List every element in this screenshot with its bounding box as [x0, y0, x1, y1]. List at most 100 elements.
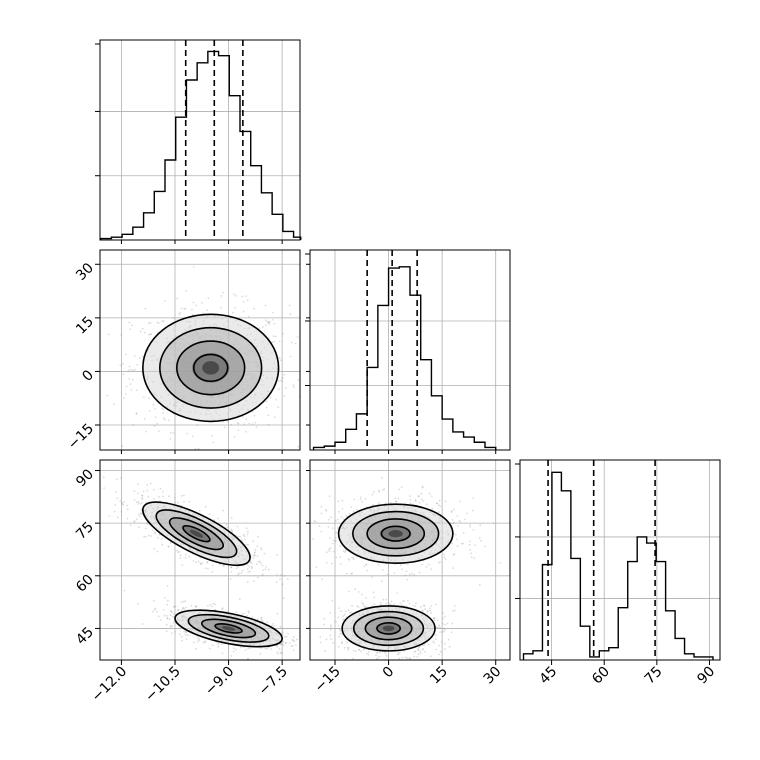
scatter-point: [342, 518, 345, 520]
scatter-point: [266, 621, 269, 623]
scatter-point: [137, 503, 140, 505]
scatter-point: [204, 641, 206, 644]
scatter-point: [291, 341, 293, 344]
scatter-point: [421, 485, 424, 488]
scatter-point: [373, 603, 376, 606]
scatter-point: [453, 553, 456, 555]
scatter-point: [329, 547, 332, 550]
scatter-point: [313, 520, 316, 522]
scatter-point: [266, 648, 269, 650]
scatter-point: [451, 622, 454, 625]
scatter-point: [128, 377, 131, 380]
scatter-point: [163, 597, 166, 599]
scatter-point: [285, 387, 287, 389]
scatter-point: [271, 624, 273, 627]
scatter-point: [283, 373, 286, 376]
scatter-point: [462, 542, 464, 545]
scatter-point: [145, 430, 147, 433]
scatter-point: [244, 538, 247, 541]
scatter-point: [201, 302, 203, 304]
scatter-point: [144, 331, 146, 334]
scatter-point: [304, 346, 306, 348]
scatter-point: [264, 568, 267, 571]
scatter-point: [117, 516, 119, 519]
scatter-point: [251, 423, 254, 425]
scatter-point: [183, 308, 186, 310]
scatter-point: [191, 308, 193, 311]
scatter-point: [136, 364, 139, 366]
scatter-point: [250, 562, 253, 565]
scatter-point: [277, 406, 280, 408]
scatter-point: [439, 561, 441, 563]
scatter-point: [173, 613, 176, 616]
scatter-point: [147, 322, 150, 324]
scatter-point: [352, 657, 354, 660]
scatter-point: [204, 505, 207, 508]
scatter-point: [253, 551, 256, 554]
scatter-point: [188, 555, 191, 558]
scatter-point: [339, 632, 342, 635]
x-tick-label: −9.0: [202, 664, 237, 699]
scatter-point: [182, 600, 185, 603]
scatter-point: [351, 604, 353, 607]
scatter-point: [150, 333, 152, 335]
scatter-point: [373, 596, 376, 599]
scatter-point: [102, 476, 105, 479]
scatter-point: [125, 353, 127, 356]
scatter-point: [335, 620, 337, 623]
scatter-point: [251, 566, 253, 568]
scatter-point: [156, 550, 159, 553]
scatter-point: [156, 321, 159, 324]
scatter-point: [198, 509, 201, 512]
scatter-point: [289, 355, 292, 358]
scatter-point: [222, 565, 225, 567]
scatter-point: [436, 619, 439, 622]
scatter-point: [301, 648, 303, 650]
scatter-point: [132, 423, 135, 426]
scatter-point: [261, 326, 264, 328]
scatter-point: [452, 610, 454, 612]
scatter-point: [283, 395, 286, 398]
scatter-point: [301, 353, 303, 355]
scatter-point: [396, 592, 399, 594]
scatter-point: [129, 524, 132, 527]
scatter-point: [458, 519, 461, 522]
scatter-point: [405, 570, 408, 573]
scatter-point: [336, 518, 339, 521]
scatter-point: [438, 644, 440, 647]
scatter-point: [250, 567, 253, 569]
scatter-point: [247, 647, 250, 650]
scatter-point: [276, 651, 279, 653]
scatter-point: [439, 650, 442, 653]
scatter-point: [204, 640, 207, 643]
scatter-point: [338, 628, 341, 631]
scatter-point: [371, 576, 374, 578]
scatter-point: [357, 606, 360, 608]
scatter-point: [243, 423, 246, 426]
scatter-point: [453, 605, 456, 607]
scatter-point: [187, 634, 189, 637]
contour-line: [159, 326, 263, 409]
scatter-point: [172, 615, 174, 618]
scatter-point: [314, 648, 316, 650]
contour-line: [168, 517, 225, 551]
scatter-point: [143, 535, 146, 538]
scatter-point: [402, 600, 404, 603]
scatter-point: [332, 539, 335, 542]
contour-line: [155, 509, 238, 559]
scatter-point: [220, 643, 223, 646]
scatter-point: [259, 562, 262, 564]
scatter-point: [260, 547, 263, 549]
scatter-point: [282, 641, 285, 643]
scatter-point: [378, 655, 381, 658]
scatter-point: [128, 365, 131, 368]
scatter-point: [334, 520, 337, 522]
scatter-point: [145, 527, 147, 530]
scatter-point: [269, 396, 272, 399]
scatter-point: [460, 542, 463, 545]
scatter-point: [420, 606, 422, 608]
scatter-point: [381, 489, 384, 491]
scatter-point: [408, 657, 411, 660]
scatter-point: [296, 638, 298, 641]
scatter-point: [143, 396, 145, 399]
